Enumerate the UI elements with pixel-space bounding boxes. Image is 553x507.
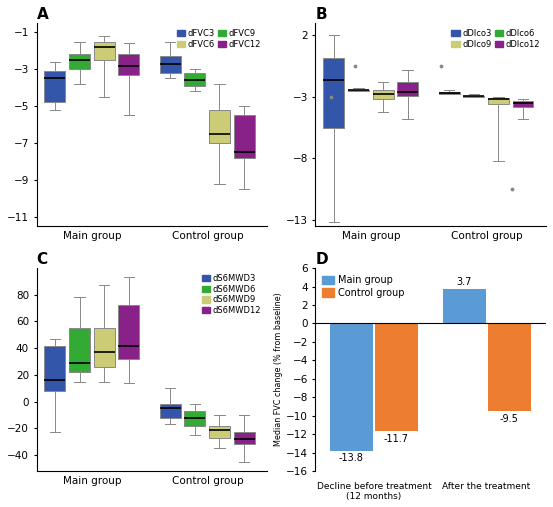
Text: 3.7: 3.7 xyxy=(456,276,472,286)
Legend: dDlco3, dDlco9, dDlco6, dDlco12: dDlco3, dDlco9, dDlco6, dDlco12 xyxy=(450,27,542,50)
Text: -11.7: -11.7 xyxy=(384,434,409,444)
PathPatch shape xyxy=(184,73,205,86)
Legend: dFVC3, dFVC6, dFVC9, dFVC12: dFVC3, dFVC6, dFVC9, dFVC12 xyxy=(175,27,263,50)
Text: B: B xyxy=(316,7,327,22)
Legend: Main group, Control group: Main group, Control group xyxy=(320,273,406,300)
PathPatch shape xyxy=(184,411,205,425)
PathPatch shape xyxy=(439,92,460,94)
PathPatch shape xyxy=(209,110,230,143)
Y-axis label: Median FVC change (% from baseline): Median FVC change (% from baseline) xyxy=(274,293,283,447)
Bar xyxy=(330,323,373,451)
PathPatch shape xyxy=(373,90,394,99)
Legend: dS6MWD3, dS6MWD6, dS6MWD9, dS6MWD12: dS6MWD3, dS6MWD6, dS6MWD9, dS6MWD12 xyxy=(200,272,263,316)
PathPatch shape xyxy=(93,328,114,367)
PathPatch shape xyxy=(118,306,139,359)
PathPatch shape xyxy=(513,100,534,106)
PathPatch shape xyxy=(69,54,90,69)
Text: -13.8: -13.8 xyxy=(339,453,364,463)
PathPatch shape xyxy=(69,328,90,372)
PathPatch shape xyxy=(397,82,418,96)
PathPatch shape xyxy=(488,98,509,104)
PathPatch shape xyxy=(463,96,484,97)
PathPatch shape xyxy=(160,56,181,73)
PathPatch shape xyxy=(118,54,139,75)
Text: After the treatment: After the treatment xyxy=(442,482,531,491)
PathPatch shape xyxy=(209,425,230,438)
Text: A: A xyxy=(36,7,48,22)
Bar xyxy=(488,323,531,411)
PathPatch shape xyxy=(233,432,254,444)
PathPatch shape xyxy=(44,71,65,102)
Text: D: D xyxy=(316,252,328,267)
PathPatch shape xyxy=(348,90,369,91)
Bar xyxy=(375,323,418,431)
Text: C: C xyxy=(36,252,48,267)
Text: Decline before treatment
(12 months): Decline before treatment (12 months) xyxy=(316,482,431,501)
PathPatch shape xyxy=(324,57,345,128)
PathPatch shape xyxy=(160,404,181,418)
PathPatch shape xyxy=(233,115,254,158)
PathPatch shape xyxy=(93,42,114,60)
Text: -9.5: -9.5 xyxy=(500,414,519,424)
Bar xyxy=(442,289,486,323)
PathPatch shape xyxy=(44,346,65,391)
